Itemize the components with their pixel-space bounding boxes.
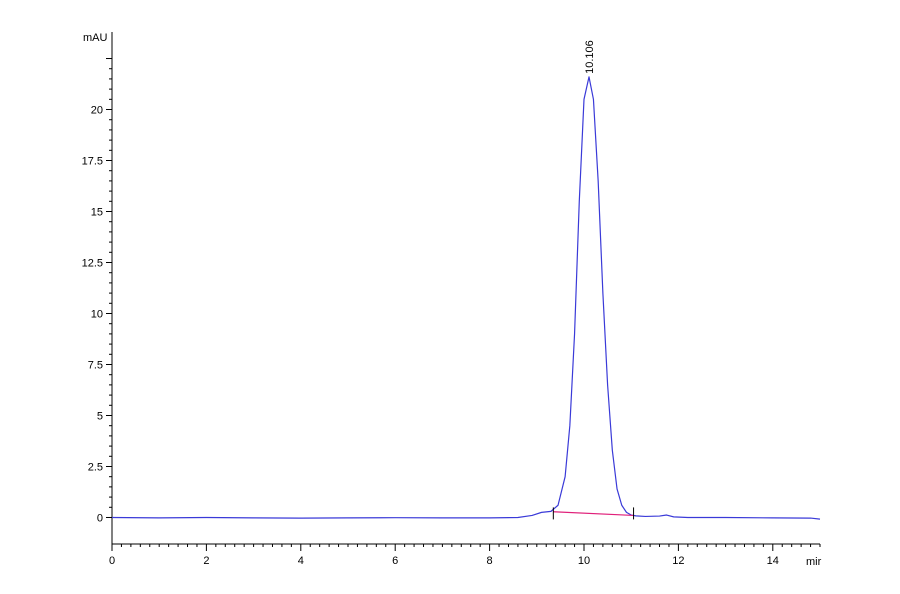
y-tick-label: 5: [97, 410, 103, 422]
x-tick-label: 2: [203, 555, 209, 567]
x-tick-label: 10: [578, 555, 590, 567]
x-tick-label: 8: [487, 555, 493, 567]
plot-area: 10.106: [111, 40, 821, 520]
x-tick-label: 4: [298, 555, 304, 567]
y-tick-label: 10: [91, 308, 103, 320]
y-axis: 0 2.5 5 7.5 10 12.5 15 17.5 20: [82, 32, 113, 544]
signal-trace: [111, 76, 821, 520]
y-tick-label: 0: [97, 512, 103, 524]
y-tick-label: 20: [91, 105, 103, 117]
x-tick-label: 14: [767, 555, 779, 567]
x-axis-label: mir: [806, 556, 822, 568]
x-tick-label: 6: [392, 555, 398, 567]
peak-label: 10.106: [584, 40, 596, 74]
y-tick-label: 15: [91, 207, 103, 219]
baseline-trace: [553, 511, 634, 517]
y-axis-label: mAU: [83, 32, 108, 44]
y-tick-label: 2.5: [88, 461, 103, 473]
y-tick-label: 12.5: [82, 258, 103, 270]
y-tick-label: 7.5: [88, 359, 103, 371]
y-tick-label: 17.5: [82, 156, 103, 168]
x-axis: 0 2 4 6 8 10 12 14: [109, 543, 821, 567]
x-tick-label: 0: [109, 555, 115, 567]
x-tick-label: 12: [672, 555, 684, 567]
